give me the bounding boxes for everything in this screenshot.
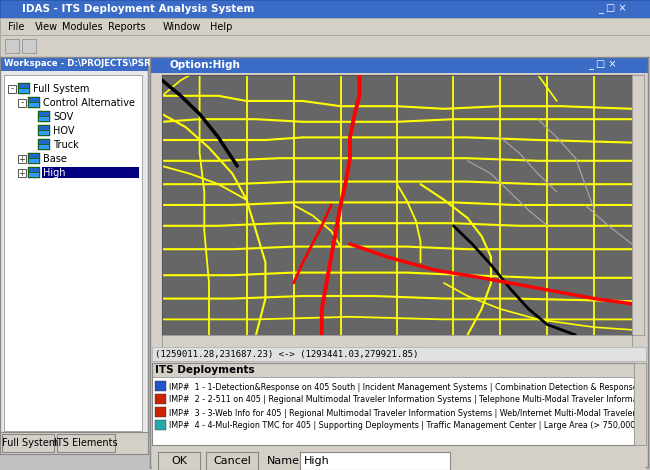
Text: Help: Help [210, 22, 233, 32]
Bar [150, 57, 648, 73]
Text: IDAS - ITS Deployment Analysis System: IDAS - ITS Deployment Analysis System [22, 4, 254, 14]
Bar [38, 139, 50, 150]
Text: Base: Base [43, 154, 67, 164]
Text: IMP#  2 - 2-511 on 405 | Regional Multimodal Traveler Information Systems | Tele: IMP# 2 - 2-511 on 405 | Regional Multimo… [169, 395, 650, 405]
Text: ITS Elements: ITS Elements [54, 438, 118, 448]
Bar [22, 39, 36, 53]
Bar [18, 155, 26, 163]
Text: HOV: HOV [53, 126, 75, 136]
Bar [39, 117, 49, 121]
Bar [39, 112, 49, 116]
Bar [19, 89, 29, 93]
Text: Option:High: Option:High [170, 60, 241, 70]
Text: Reports: Reports [108, 22, 146, 32]
Bar [2, 434, 54, 452]
Bar [57, 434, 115, 452]
Text: (1259011.28,231687.23) <-> (1293441.03,279921.85): (1259011.28,231687.23) <-> (1293441.03,2… [155, 350, 419, 359]
Bar [0, 57, 148, 71]
Text: _ □ ×: _ □ × [588, 60, 616, 70]
Text: High: High [43, 168, 66, 178]
Bar [28, 153, 40, 164]
Text: Cancel: Cancel [213, 456, 251, 466]
Bar [8, 85, 16, 93]
Bar [29, 154, 39, 158]
Bar [39, 126, 49, 130]
Bar [38, 111, 50, 122]
Bar [29, 103, 39, 107]
Bar [28, 97, 40, 108]
Text: -: - [21, 99, 23, 108]
Bar [155, 420, 166, 430]
Bar [18, 99, 26, 107]
Bar [39, 140, 49, 144]
Bar [152, 363, 634, 377]
Bar [39, 145, 49, 149]
Text: Modules: Modules [62, 22, 103, 32]
Text: OK: OK [171, 456, 187, 466]
Text: High: High [304, 456, 330, 466]
Bar [29, 159, 39, 163]
Bar [28, 167, 40, 178]
Text: IMP#  3 - 3-Web Info for 405 | Regional Multimodal Traveler Information Systems : IMP# 3 - 3-Web Info for 405 | Regional M… [169, 408, 650, 417]
Bar [29, 173, 39, 177]
Bar [39, 131, 49, 135]
Bar [29, 98, 39, 102]
Text: View: View [35, 22, 58, 32]
Text: Full System: Full System [33, 84, 90, 94]
Text: IMP#  4 - 4-Mul-Region TMC for 405 | Supporting Deployments | Traffic Management: IMP# 4 - 4-Mul-Region TMC for 405 | Supp… [169, 422, 644, 431]
Bar [155, 394, 166, 404]
Text: Control Alternative: Control Alternative [43, 98, 135, 108]
Text: Window: Window [163, 22, 202, 32]
Bar [19, 84, 29, 88]
Text: SOV: SOV [53, 112, 73, 122]
Text: Full System: Full System [2, 438, 58, 448]
Text: Normal view: Normal view [568, 78, 629, 88]
Text: +: + [19, 155, 25, 164]
Bar [38, 125, 50, 136]
Text: Workspace - D:\PROJECTS\PSRC...: Workspace - D:\PROJECTS\PSRC... [4, 60, 167, 69]
Text: File: File [8, 22, 25, 32]
Bar [155, 407, 166, 417]
Bar [42, 167, 139, 178]
Text: ITS Deployments: ITS Deployments [155, 365, 255, 375]
Text: Truck: Truck [53, 140, 79, 150]
Text: IMP#  1 - 1-Detection&Response on 405 South | Incident Management Systems | Comb: IMP# 1 - 1-Detection&Response on 405 Sou… [169, 383, 650, 392]
Bar [18, 169, 26, 177]
Text: +: + [19, 169, 25, 178]
Text: _ □ ×: _ □ × [598, 4, 627, 14]
Bar [29, 168, 39, 172]
Bar [155, 381, 166, 391]
Bar [18, 83, 30, 94]
Bar [5, 39, 19, 53]
Text: -: - [10, 85, 14, 94]
Text: Name:: Name: [267, 456, 304, 466]
